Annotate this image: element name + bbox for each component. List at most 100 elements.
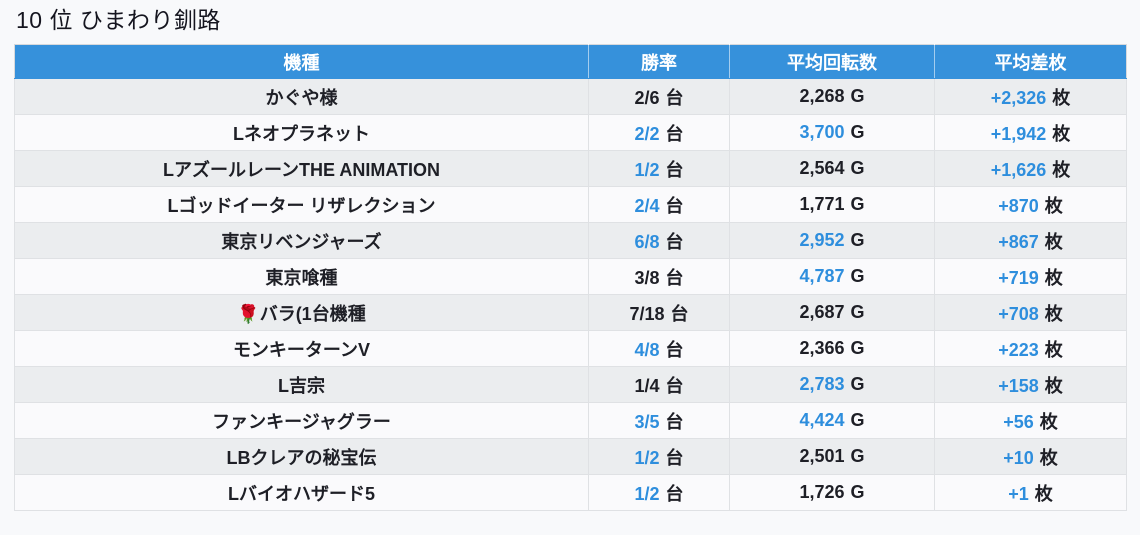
table-row: かぐや様 2/6 台 2,268 G +2,326 枚 [14,78,1127,115]
avg-spins-value: 1,771 [799,194,845,214]
win-rate-unit: 台 [665,375,684,396]
win-rate-cell: 4/8 台 [588,330,730,367]
win-rate-cell: 2/6 台 [588,78,730,115]
machine-name: Lネオプラネット [233,123,370,144]
avg-diff-value: +223 [998,339,1039,360]
avg-spins-cell: 2,952 G [729,222,935,259]
avg-diff-value: +10 [1003,447,1034,468]
machine-name: モンキーターンV [232,339,371,360]
machine-stats-table: 機種 勝率 平均回転数 平均差枚 かぐや様 2/6 台 2,268 G +2,326… [14,44,1127,511]
machine-name-cell: Lネオプラネット [14,114,589,151]
avg-diff-unit: 枚 [1044,195,1063,216]
avg-diff-unit: 枚 [1044,375,1063,396]
avg-spins-value: 2,564 [799,158,845,178]
win-rate-value: 2/4 [634,195,660,216]
win-rate-cell: 3/5 台 [588,402,730,439]
machine-name: かぐや様 [265,87,338,108]
avg-diff-unit: 枚 [1052,87,1071,108]
avg-diff-value: +1,626 [990,159,1047,180]
avg-diff-unit: 枚 [1034,483,1053,504]
table-row: 🌹バラ(1台機種 7/18 台 2,687 G +708 枚 [14,294,1127,331]
table-row: 東京リベンジャーズ 6/8 台 2,952 G +867 枚 [14,222,1127,259]
machine-name-cell: Lゴッドイーター リザレクション [14,186,589,223]
avg-diff-cell: +56 枚 [934,402,1127,439]
win-rate-unit: 台 [665,447,684,468]
machine-name: 東京喰種 [265,267,338,288]
win-rate-value: 3/5 [634,411,660,432]
avg-spins-cell: 4,424 G [729,402,935,439]
avg-diff-unit: 枚 [1052,159,1071,180]
ranking-section: 10 位 ひまわり釧路 機種 勝率 平均回転数 平均差枚 かぐや様 2/6 台 2… [14,7,1127,511]
machine-name: L吉宗 [278,375,325,396]
table-row: LアズールレーンTHE ANIMATION 1/2 台 2,564 G +1,626… [14,150,1127,187]
avg-spins-unit: G [850,446,865,466]
avg-spins-cell: 2,366 G [729,330,935,367]
avg-spins-unit: G [850,122,865,142]
avg-spins-value: 2,501 [799,446,845,466]
table-row: Lネオプラネット 2/2 台 3,700 G +1,942 枚 [14,114,1127,151]
avg-diff-value: +867 [998,231,1039,252]
win-rate-cell: 1/2 台 [588,150,730,187]
col-header-avg-spins: 平均回転数 [729,44,935,79]
machine-name-cell: LBクレアの秘宝伝 [14,438,589,475]
win-rate-unit: 台 [665,87,684,108]
table-row: Lゴッドイーター リザレクション 2/4 台 1,771 G +870 枚 [14,186,1127,223]
win-rate-value: 1/2 [634,447,660,468]
win-rate-value: 4/8 [634,339,660,360]
avg-diff-unit: 枚 [1044,231,1063,252]
avg-diff-cell: +867 枚 [934,222,1127,259]
avg-diff-value: +719 [998,267,1039,288]
avg-spins-unit: G [850,374,865,394]
avg-diff-cell: +2,326 枚 [934,78,1127,115]
avg-spins-value: 4,424 [799,410,845,430]
win-rate-unit: 台 [665,123,684,144]
avg-diff-cell: +10 枚 [934,438,1127,475]
col-header-avg-diff: 平均差枚 [934,44,1127,79]
avg-spins-unit: G [850,266,865,286]
win-rate-value: 1/4 [634,375,660,396]
avg-diff-value: +56 [1003,411,1034,432]
avg-spins-value: 2,783 [799,374,845,394]
col-header-win-rate: 勝率 [588,44,730,79]
avg-spins-value: 2,687 [799,302,845,322]
win-rate-unit: 台 [665,267,684,288]
table-header: 機種 勝率 平均回転数 平均差枚 [14,44,1127,79]
machine-name-cell: 🌹バラ(1台機種 [14,294,589,331]
machine-name-cell: 東京リベンジャーズ [14,222,589,259]
avg-spins-unit: G [850,230,865,250]
avg-diff-cell: +1 枚 [934,474,1127,511]
win-rate-unit: 台 [670,303,689,324]
avg-spins-value: 2,268 [799,86,845,106]
win-rate-unit: 台 [665,231,684,252]
avg-diff-cell: +708 枚 [934,294,1127,331]
win-rate-unit: 台 [665,483,684,504]
avg-diff-unit: 枚 [1044,303,1063,324]
avg-spins-unit: G [850,194,865,214]
avg-diff-unit: 枚 [1052,123,1071,144]
avg-diff-value: +1 [1008,483,1029,504]
avg-diff-unit: 枚 [1039,447,1058,468]
avg-spins-cell: 1,771 G [729,186,935,223]
table-row: L吉宗 1/4 台 2,783 G +158 枚 [14,366,1127,403]
avg-spins-unit: G [850,482,865,502]
table-row: Lバイオハザード5 1/2 台 1,726 G +1 枚 [14,474,1127,511]
machine-name: 東京リベンジャーズ [221,231,382,252]
avg-spins-unit: G [850,338,865,358]
win-rate-value: 7/18 [629,303,665,324]
win-rate-unit: 台 [665,411,684,432]
machine-name: LBクレアの秘宝伝 [226,447,377,468]
avg-diff-cell: +870 枚 [934,186,1127,223]
win-rate-cell: 1/2 台 [588,438,730,475]
avg-spins-value: 3,700 [799,122,845,142]
machine-name-cell: かぐや様 [14,78,589,115]
table-row: ファンキージャグラー 3/5 台 4,424 G +56 枚 [14,402,1127,439]
avg-spins-value: 2,952 [799,230,845,250]
page-title: 10 位 ひまわり釧路 [16,7,221,33]
win-rate-value: 2/2 [634,123,660,144]
avg-spins-value: 1,726 [799,482,845,502]
machine-name-cell: モンキーターンV [14,330,589,367]
machine-name-cell: L吉宗 [14,366,589,403]
avg-diff-unit: 枚 [1044,339,1063,360]
win-rate-value: 1/2 [634,159,660,180]
avg-diff-unit: 枚 [1039,411,1058,432]
